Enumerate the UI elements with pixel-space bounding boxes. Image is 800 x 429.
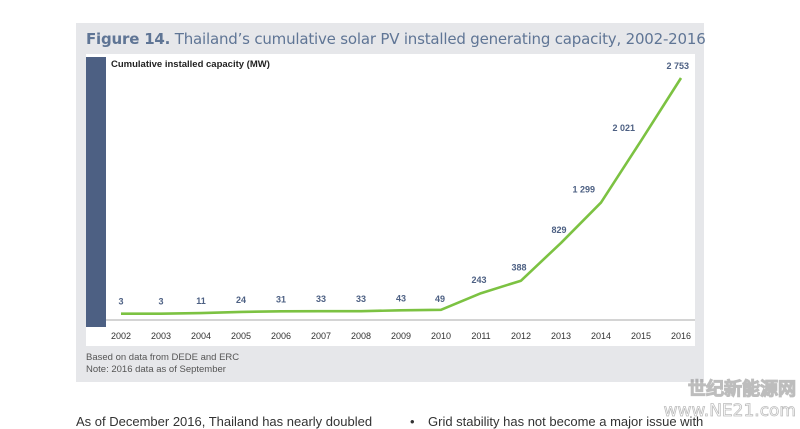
data-label: 2 021 bbox=[612, 123, 635, 133]
x-tick-label: 2009 bbox=[391, 331, 411, 341]
x-tick-label: 2016 bbox=[671, 331, 691, 341]
x-tick-label: 2012 bbox=[511, 331, 531, 341]
x-tick-label: 2013 bbox=[551, 331, 571, 341]
body-text-left: As of December 2016, Thailand has nearly… bbox=[76, 414, 373, 429]
data-label: 43 bbox=[396, 293, 406, 303]
bullet-icon: • bbox=[410, 414, 415, 429]
x-tick-label: 2003 bbox=[151, 331, 171, 341]
data-note: Note: 2016 data as of September bbox=[86, 364, 226, 375]
axis-accent-bar bbox=[86, 57, 106, 327]
data-label: 3 bbox=[158, 297, 163, 307]
x-tick-label: 2014 bbox=[591, 331, 611, 341]
y-axis-label: Cumulative installed capacity (MW) bbox=[111, 59, 270, 70]
bullet-text: Grid stability has not become a major is… bbox=[428, 414, 704, 429]
figure-notes: Based on data from DEDE and ERC Note: 20… bbox=[86, 352, 239, 376]
data-label: 31 bbox=[276, 294, 286, 304]
data-label: 11 bbox=[196, 296, 206, 306]
x-tick-label: 2004 bbox=[191, 331, 211, 341]
plot-area bbox=[86, 54, 695, 346]
figure-title-text: Thailand’s cumulative solar PV installed… bbox=[174, 30, 706, 48]
data-label: 33 bbox=[356, 294, 366, 304]
data-label: 49 bbox=[435, 294, 445, 304]
series-line bbox=[121, 77, 683, 316]
x-tick-label: 2007 bbox=[311, 331, 331, 341]
watermark-line1: 世纪新能源网 bbox=[688, 379, 797, 401]
data-label: 3 bbox=[118, 297, 123, 307]
x-tick-label: 2011 bbox=[471, 331, 490, 341]
data-label: 388 bbox=[511, 263, 526, 273]
figure-title: Figure 14. Thailand’s cumulative solar P… bbox=[86, 30, 706, 48]
watermark-line2: www.NE21.com bbox=[663, 401, 796, 422]
x-tick-label: 2002 bbox=[111, 331, 131, 341]
x-tick-label: 2005 bbox=[231, 331, 251, 341]
data-label: 1 299 bbox=[572, 185, 595, 195]
watermark: 世纪新能源网 www.NE21.com bbox=[640, 375, 800, 429]
data-label: 33 bbox=[316, 294, 326, 304]
data-label: 24 bbox=[236, 295, 246, 305]
data-label: 829 bbox=[551, 225, 566, 235]
x-tick-label: 2010 bbox=[431, 331, 451, 341]
data-label: 243 bbox=[471, 275, 486, 285]
body-bullet-item: • Grid stability has not become a major i… bbox=[410, 414, 703, 429]
x-tick-label: 2015 bbox=[631, 331, 651, 341]
x-tick-label: 2008 bbox=[351, 331, 371, 341]
x-tick-label: 2006 bbox=[271, 331, 291, 341]
figure-label: Figure 14. bbox=[86, 30, 171, 48]
source-note: Based on data from DEDE and ERC bbox=[86, 352, 240, 363]
data-label: 2 753 bbox=[666, 61, 689, 71]
